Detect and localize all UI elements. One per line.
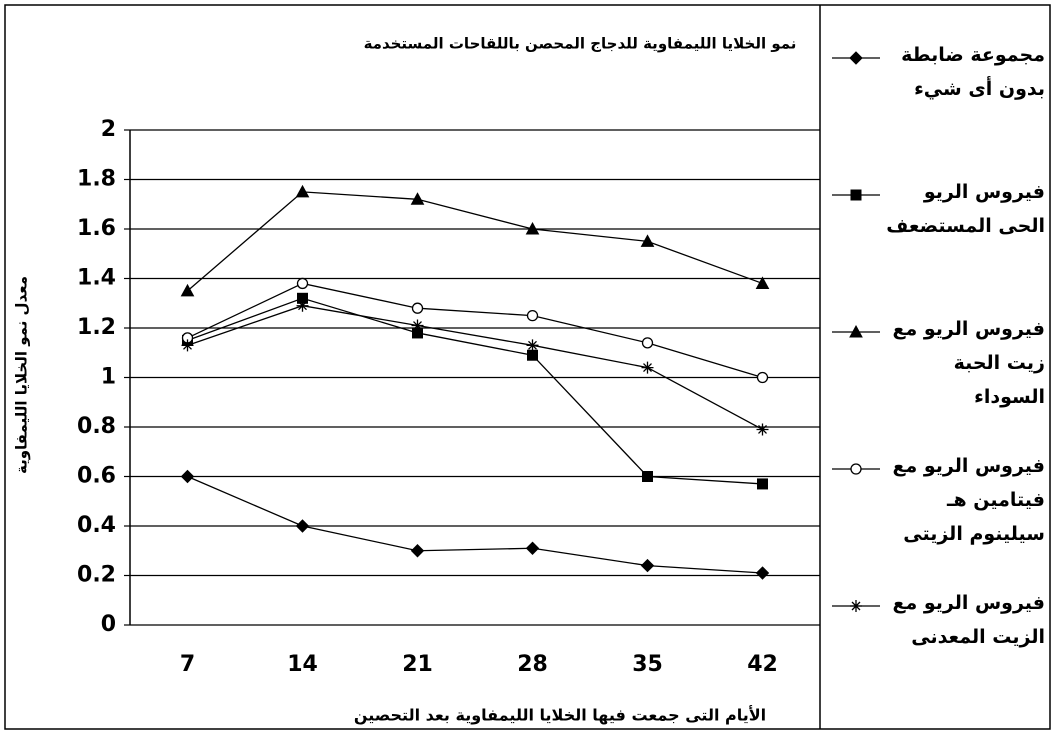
y-tick-label: 1.2 xyxy=(77,315,116,340)
marker xyxy=(180,283,195,297)
marker xyxy=(850,463,862,475)
marker xyxy=(526,309,539,322)
y-tick-label: 1.6 xyxy=(77,216,116,241)
y-tick-label: 1 xyxy=(101,365,116,390)
marker xyxy=(640,234,655,247)
y-tick-label: 2 xyxy=(101,117,116,142)
y-tick-label: 0.4 xyxy=(77,513,116,538)
legend-entry: فيروس الريو مع الزيت المعدنى xyxy=(892,592,1045,648)
marker xyxy=(410,544,425,558)
marker xyxy=(641,337,654,349)
marker xyxy=(755,566,770,580)
series-line xyxy=(187,475,763,574)
x-axis-label: الأيام التى جمعت فيها الخلايا الليمفاوية… xyxy=(354,706,766,725)
y-axis-label: معدل نمو الخلايا الليمفاوية xyxy=(13,276,31,474)
marker xyxy=(849,324,863,338)
legend-entry: فيروس الريو مع فيتامين هـ سيلينوم الزيتى xyxy=(892,455,1045,545)
marker xyxy=(295,184,310,198)
marker xyxy=(525,541,540,555)
marker xyxy=(180,469,195,484)
marker xyxy=(410,192,425,205)
y-tick-label: 0.6 xyxy=(77,464,116,489)
y-tick-label: 0 xyxy=(101,612,116,637)
marker xyxy=(642,471,653,482)
marker xyxy=(526,339,539,352)
marker xyxy=(641,361,654,374)
marker xyxy=(640,558,655,573)
y-tick-label: 1.8 xyxy=(77,167,116,192)
series-line xyxy=(187,305,763,431)
marker xyxy=(525,221,540,235)
marker xyxy=(850,600,862,612)
marker xyxy=(181,339,194,352)
marker xyxy=(411,302,424,314)
marker xyxy=(755,276,770,289)
marker xyxy=(527,349,538,361)
series-line xyxy=(187,191,763,292)
y-tick-label: 0.8 xyxy=(77,414,116,439)
chart-title: نمو الخلايا الليمفاوية للدجاج المحصن بال… xyxy=(364,35,797,53)
legend-entry: فيروس الريو الحى المستضعف xyxy=(886,181,1045,237)
marker xyxy=(296,299,309,312)
series-line xyxy=(187,297,763,485)
x-tick-label: 7 xyxy=(180,652,195,677)
outer-border xyxy=(4,4,1051,730)
legend-entry: فيروس الريو مع زيت الحبة السوداء xyxy=(892,318,1045,408)
marker xyxy=(849,51,863,65)
x-tick-label: 35 xyxy=(632,652,663,677)
x-tick-label: 28 xyxy=(517,652,548,677)
marker xyxy=(757,478,768,490)
y-tick-label: 1.4 xyxy=(77,266,116,291)
marker xyxy=(411,319,424,332)
marker xyxy=(756,371,769,384)
x-tick-label: 14 xyxy=(287,652,318,677)
marker xyxy=(296,277,309,290)
marker xyxy=(850,189,862,201)
x-tick-label: 42 xyxy=(747,652,778,677)
y-tick-label: 0.2 xyxy=(77,563,116,588)
legend-entry: مجموعة ضابطة بدون أى شيء xyxy=(901,44,1045,100)
marker xyxy=(295,519,310,533)
x-tick-label: 21 xyxy=(402,652,433,677)
series-line xyxy=(187,282,763,379)
marker xyxy=(756,423,769,436)
